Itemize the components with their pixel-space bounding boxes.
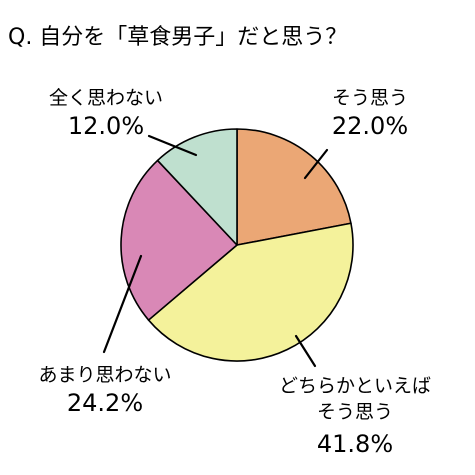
- leader-line-2: [294, 334, 317, 368]
- leader-line-3: [102, 254, 143, 354]
- slice-value-label-4: 12.0%: [68, 112, 144, 140]
- leader-lines: [102, 134, 329, 368]
- chart-title: Q. 自分を「草食男子」だと思う？: [8, 25, 347, 50]
- leader-line-4: [147, 134, 198, 157]
- slice-labels: そう思う22.0%どちらかといえばそう思う41.8%あまり思わない24.2%全く…: [38, 87, 431, 458]
- slice-label-4-line-1: 全く思わない: [49, 87, 163, 109]
- slice-label-2-line-2: そう思う: [317, 401, 393, 423]
- slice-value-label-2: 41.8%: [317, 430, 393, 458]
- pie-slice-3: [120, 159, 238, 321]
- pie-slice-4: [156, 128, 238, 246]
- pie-slices: [120, 128, 354, 362]
- slice-label-2-line-1: どちらかといえば: [279, 375, 431, 397]
- slice-value-label-3: 24.2%: [67, 389, 143, 417]
- slice-label-1-line-1: そう思う: [332, 87, 408, 109]
- slice-label-3-line-1: あまり思わない: [38, 364, 171, 386]
- pie-slice-2: [147, 222, 354, 362]
- slice-value-label-1: 22.0%: [332, 112, 408, 140]
- pie-slice-1: [236, 128, 352, 246]
- leader-line-1: [303, 148, 329, 180]
